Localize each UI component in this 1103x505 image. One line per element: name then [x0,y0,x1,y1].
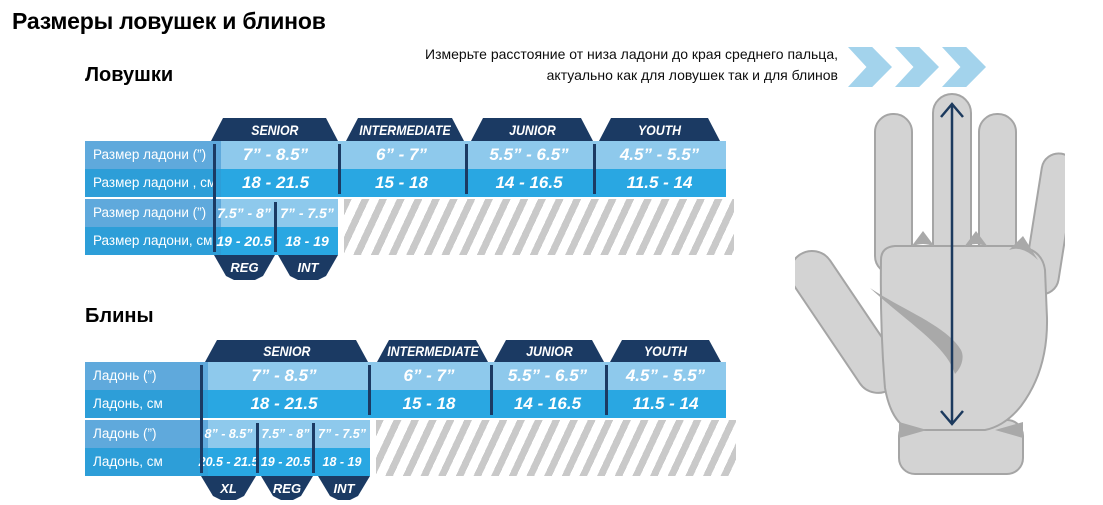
column-divider [200,365,203,473]
page-title: Размеры ловушек и блинов [12,8,326,34]
webbing-shadow [1009,236,1038,260]
size-cell: 7.5” - 8” [217,205,271,221]
size-cell: 7” - 8.5” [242,145,309,164]
tab-int: INT [318,476,370,500]
chevron-right-icon [848,47,892,87]
column-divider [368,365,371,415]
section-title-blockers: Блины [85,305,154,327]
tab-youth: YOUTH [610,340,721,362]
size-cell: 7.5” - 8” [261,427,310,441]
size-cell: 6” - 7” [403,366,455,385]
size-cell: 4.5” - 5.5” [619,145,700,164]
webbing-shadow [964,231,988,247]
instruction-line-1: Измерьте расстояние от низа ладони до кр… [425,46,838,62]
no-size-hatch-area [376,420,736,476]
tab-youth: YOUTH [599,118,720,141]
size-cell: 18 - 21.5 [241,173,310,192]
tab-junior: JUNIOR [471,118,593,141]
size-cell: 4.5” - 5.5” [625,366,706,385]
tab-reg: REG [214,255,275,280]
size-cell: 7” - 8.5” [251,366,317,385]
size-cell: 5.5” - 6.5” [489,145,569,164]
tab-int: INT [278,255,338,280]
size-cell: 19 - 20.5 [216,233,272,249]
column-divider [274,202,277,252]
size-cell: 7” - 7.5” [280,205,334,221]
row-label: Ладонь (”) [85,420,208,448]
row-label: Ладонь, см [85,390,208,418]
row-label: Размер ладони (”) [85,199,221,227]
column-divider [256,423,259,473]
row-label: Размер ладони , см [85,169,221,197]
size-cell: 11.5 - 14 [632,394,699,413]
tab-xl: XL [201,476,256,500]
size-cell: 18 - 21.5 [250,394,318,413]
column-divider [490,365,493,415]
size-cell: 18 - 19 [322,455,362,469]
cuff-shadow [995,422,1023,438]
size-cell: 14 - 16.5 [495,173,563,192]
glove-palm-measure-illustration [795,93,1065,475]
column-divider [213,144,216,252]
size-cell: 14 - 16.5 [513,394,582,413]
column-divider [605,365,608,415]
tab-intermediate: INTERMEDIATE [377,340,488,362]
column-divider [338,144,341,194]
tab-reg: REG [261,476,313,500]
size-cell: 8” - 8.5” [204,427,253,441]
vertical-double-arrow [940,102,964,426]
row-label: Ладонь, см [85,448,208,476]
tab-senior: SENIOR [211,118,338,141]
tab-intermediate: INTERMEDIATE [346,118,464,141]
size-cell: 18 - 19 [285,233,329,249]
row-label: Размер ладони (”) [85,141,221,169]
size-cell: 11.5 - 14 [626,173,693,192]
size-cell: 7” - 7.5” [318,427,366,441]
row-label: Размер ладони, см [85,227,221,255]
size-cell: 15 - 18 [402,394,456,413]
chevron-right-icon [895,47,939,87]
tab-junior: JUNIOR [494,340,604,362]
size-cell: 19 - 20.5 [260,455,311,469]
measurement-instruction: Измерьте расстояние от низа ладони до кр… [420,44,838,86]
section-title-catchers: Ловушки [85,64,174,86]
tab-senior: SENIOR [205,340,368,362]
size-cell: 20.5 - 21.5 [198,455,259,469]
no-size-hatch-area [344,199,734,255]
chevron-right-icon [942,47,986,87]
webbing-shadow [911,231,935,247]
column-divider [312,423,315,473]
size-cell: 5.5” - 6.5” [507,366,588,385]
column-divider [465,144,468,194]
column-divider [593,144,596,194]
row-label: Ладонь (”) [85,362,208,390]
size-cell: 15 - 18 [375,173,428,192]
instruction-line-2: актуально как для ловушек так и для блин… [546,67,838,83]
thumb-crease-shadow [870,288,963,374]
size-cell: 6” - 7” [375,145,428,164]
palm [879,245,1049,431]
cuff-shadow [899,422,927,438]
